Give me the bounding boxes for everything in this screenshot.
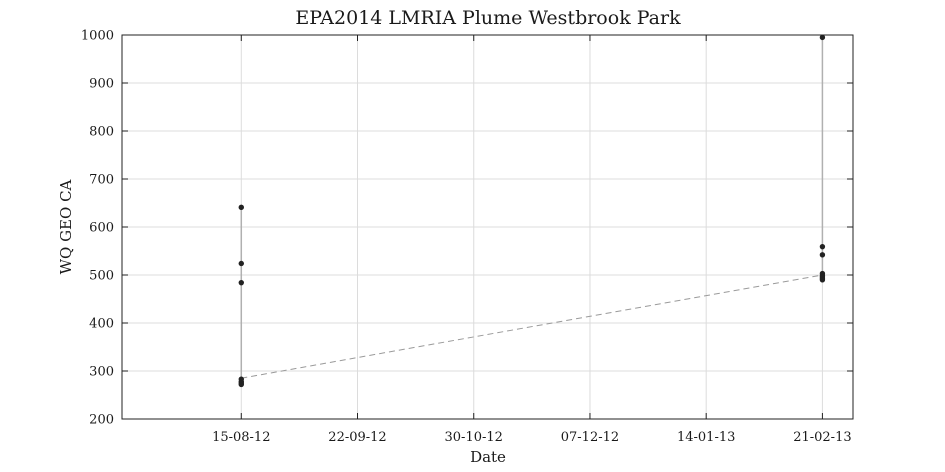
y-axis-label: WQ GEO CA bbox=[57, 179, 75, 274]
y-axis-ticks: 200 300 400 500 600 700 800 900 1000 bbox=[81, 29, 853, 428]
x-axis-label: Date bbox=[470, 448, 506, 466]
data-point bbox=[238, 204, 244, 211]
chart-title: EPA2014 LMRIA Plume Westbrook Park bbox=[295, 7, 681, 29]
x-tick-label: 22-09-12 bbox=[328, 430, 386, 445]
y-tick-label: 700 bbox=[89, 173, 114, 188]
grid-lines bbox=[122, 34, 853, 420]
x-axis-ticks: 15-08-12 22-09-12 30-10-12 07-12-12 14-01-13… bbox=[212, 35, 852, 445]
data-point bbox=[819, 34, 826, 41]
x-tick-label: 07-12-12 bbox=[561, 430, 619, 445]
y-tick-label: 900 bbox=[89, 77, 114, 92]
y-tick-label: 300 bbox=[89, 365, 114, 380]
data-point bbox=[819, 277, 826, 283]
data-points bbox=[238, 34, 826, 388]
data-point bbox=[819, 243, 826, 250]
x-tick-label: 30-10-12 bbox=[445, 430, 503, 445]
x-tick-label: 14-01-13 bbox=[677, 430, 735, 445]
data-point bbox=[819, 252, 826, 258]
data-point bbox=[238, 279, 244, 286]
range-bars bbox=[240, 37, 824, 385]
y-tick-label: 600 bbox=[89, 221, 114, 236]
x-tick-label: 21-02-13 bbox=[793, 430, 851, 445]
y-tick-label: 200 bbox=[89, 413, 114, 428]
y-tick-label: 500 bbox=[89, 269, 114, 284]
trend-line bbox=[241, 274, 823, 379]
data-point bbox=[238, 381, 244, 388]
data-point bbox=[238, 260, 244, 267]
y-tick-label: 1000 bbox=[81, 29, 114, 44]
x-tick-label: 15-08-12 bbox=[212, 430, 270, 445]
trend-line-path bbox=[241, 274, 823, 379]
y-tick-label: 800 bbox=[89, 125, 114, 140]
y-tick-label: 400 bbox=[89, 317, 114, 332]
